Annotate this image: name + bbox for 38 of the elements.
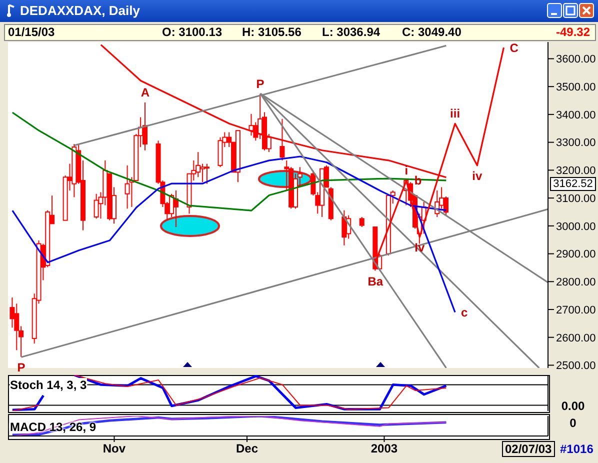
annotation: i (404, 163, 408, 178)
text: #1016 (560, 442, 594, 456)
text: C: 3049.40 (402, 25, 462, 39)
annotation: P (17, 360, 26, 374)
y-tick-label: 3000.00 (556, 220, 596, 233)
text: 0 (568, 416, 578, 430)
annotation: Ba (368, 274, 384, 288)
annotation: c (461, 306, 468, 320)
y-tick-label: 3200.00 (556, 165, 596, 178)
annotation: Iv (414, 240, 425, 255)
annotation: A (140, 85, 150, 100)
text: O: 3100.13 (162, 25, 222, 39)
text: H: 3105.56 (242, 25, 302, 39)
y-tick-label: 3400.00 (556, 109, 596, 122)
y-tick-label: 2800.00 (556, 276, 596, 289)
y-tick-label: 2500.00 (556, 360, 596, 372)
text: 3162.52 (550, 177, 596, 191)
x-tick-label: Nov (102, 442, 126, 456)
y-tick-label: 3300.00 (556, 137, 596, 150)
y-tick-label: 3100.00 (556, 192, 596, 205)
text: 0.00 (560, 399, 586, 413)
x-tick-label: 2003 (370, 442, 398, 456)
chart-title: Stoch 14, 3, 3 (10, 378, 87, 392)
annotation: P (256, 76, 264, 91)
x-tick-label: Dec (236, 442, 258, 456)
annotation: iii (450, 106, 460, 121)
y-tick-label: 3600.00 (556, 54, 596, 66)
annotation: iv (472, 168, 483, 183)
text: 02/07/03 (502, 441, 555, 457)
annotation: C (510, 40, 519, 55)
y-tick-label: 3500.00 (556, 81, 596, 94)
chart-title: DEDAXXDAX, Daily (20, 3, 140, 18)
text: L: 3036.94 (322, 25, 380, 39)
y-tick-label: 2900.00 (556, 248, 596, 261)
text: 01/15/03 (8, 25, 55, 39)
text: -49.32 (556, 25, 590, 39)
y-tick-label: 2600.00 (556, 332, 596, 344)
y-tick-label: 2700.00 (556, 304, 596, 316)
